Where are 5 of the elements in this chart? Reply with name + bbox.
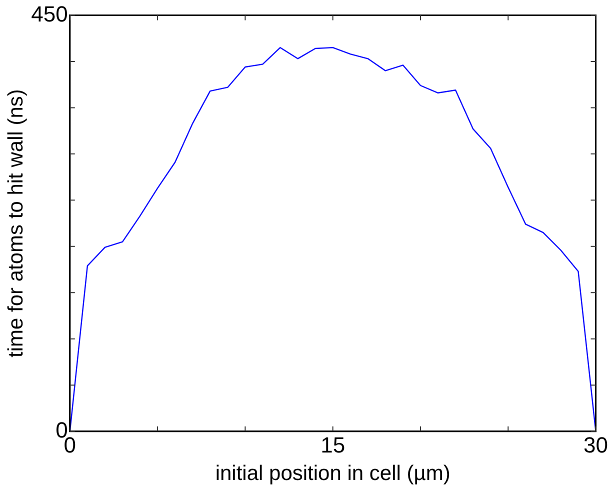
x-tick-label: 30 <box>584 432 608 458</box>
x-axis-title: initial position in cell (µm) <box>215 462 450 486</box>
y-axis-title: time for atoms to hit wall (ns) <box>4 89 28 358</box>
y-tick-label: 450 <box>31 1 68 26</box>
x-tick-label: 15 <box>320 432 346 458</box>
